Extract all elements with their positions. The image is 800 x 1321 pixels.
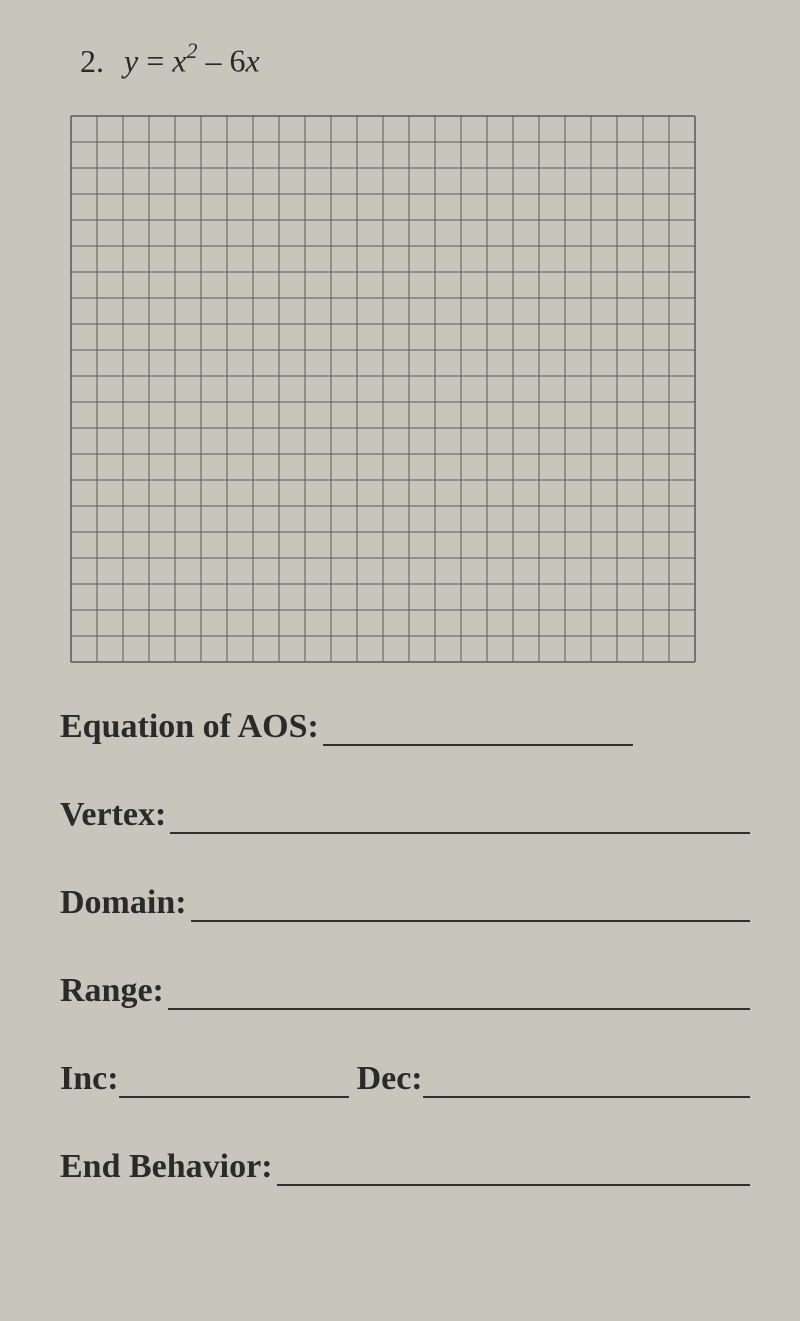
range-blank[interactable] xyxy=(168,980,750,1010)
domain-blank[interactable] xyxy=(191,892,750,922)
domain-label: Domain: xyxy=(60,884,187,922)
domain-row: Domain: xyxy=(60,884,750,922)
aos-row: Equation of AOS: xyxy=(60,708,750,746)
graph-grid xyxy=(70,115,696,663)
problem-number: 2. xyxy=(80,43,104,80)
problem-header: 2. y = x2 – 6x xyxy=(80,40,750,80)
range-row: Range: xyxy=(60,972,750,1010)
range-label: Range: xyxy=(60,972,164,1010)
end-behavior-row: End Behavior: xyxy=(60,1148,750,1186)
equation-exponent: 2 xyxy=(186,38,197,63)
aos-label: Equation of AOS: xyxy=(60,708,319,746)
equation-x: x xyxy=(172,43,186,79)
equation-eq: = xyxy=(138,43,172,79)
answer-fields: Equation of AOS: Vertex: Domain: Range: … xyxy=(60,708,750,1186)
dec-blank[interactable] xyxy=(423,1068,750,1098)
equation: y = x2 – 6x xyxy=(124,40,260,80)
dec-label: Dec: xyxy=(357,1060,423,1098)
equation-y: y xyxy=(124,43,138,79)
inc-label: Inc: xyxy=(60,1060,119,1098)
end-behavior-blank[interactable] xyxy=(277,1156,750,1186)
end-behavior-label: End Behavior: xyxy=(60,1148,273,1186)
aos-blank[interactable] xyxy=(323,716,633,746)
graph-grid-container xyxy=(70,115,750,663)
equation-x2: x xyxy=(245,43,259,79)
inc-dec-row: Inc: Dec: xyxy=(60,1060,750,1098)
inc-blank[interactable] xyxy=(119,1068,349,1098)
vertex-label: Vertex: xyxy=(60,796,166,834)
equation-rest: – 6 xyxy=(197,43,245,79)
vertex-blank[interactable] xyxy=(170,804,750,834)
vertex-row: Vertex: xyxy=(60,796,750,834)
